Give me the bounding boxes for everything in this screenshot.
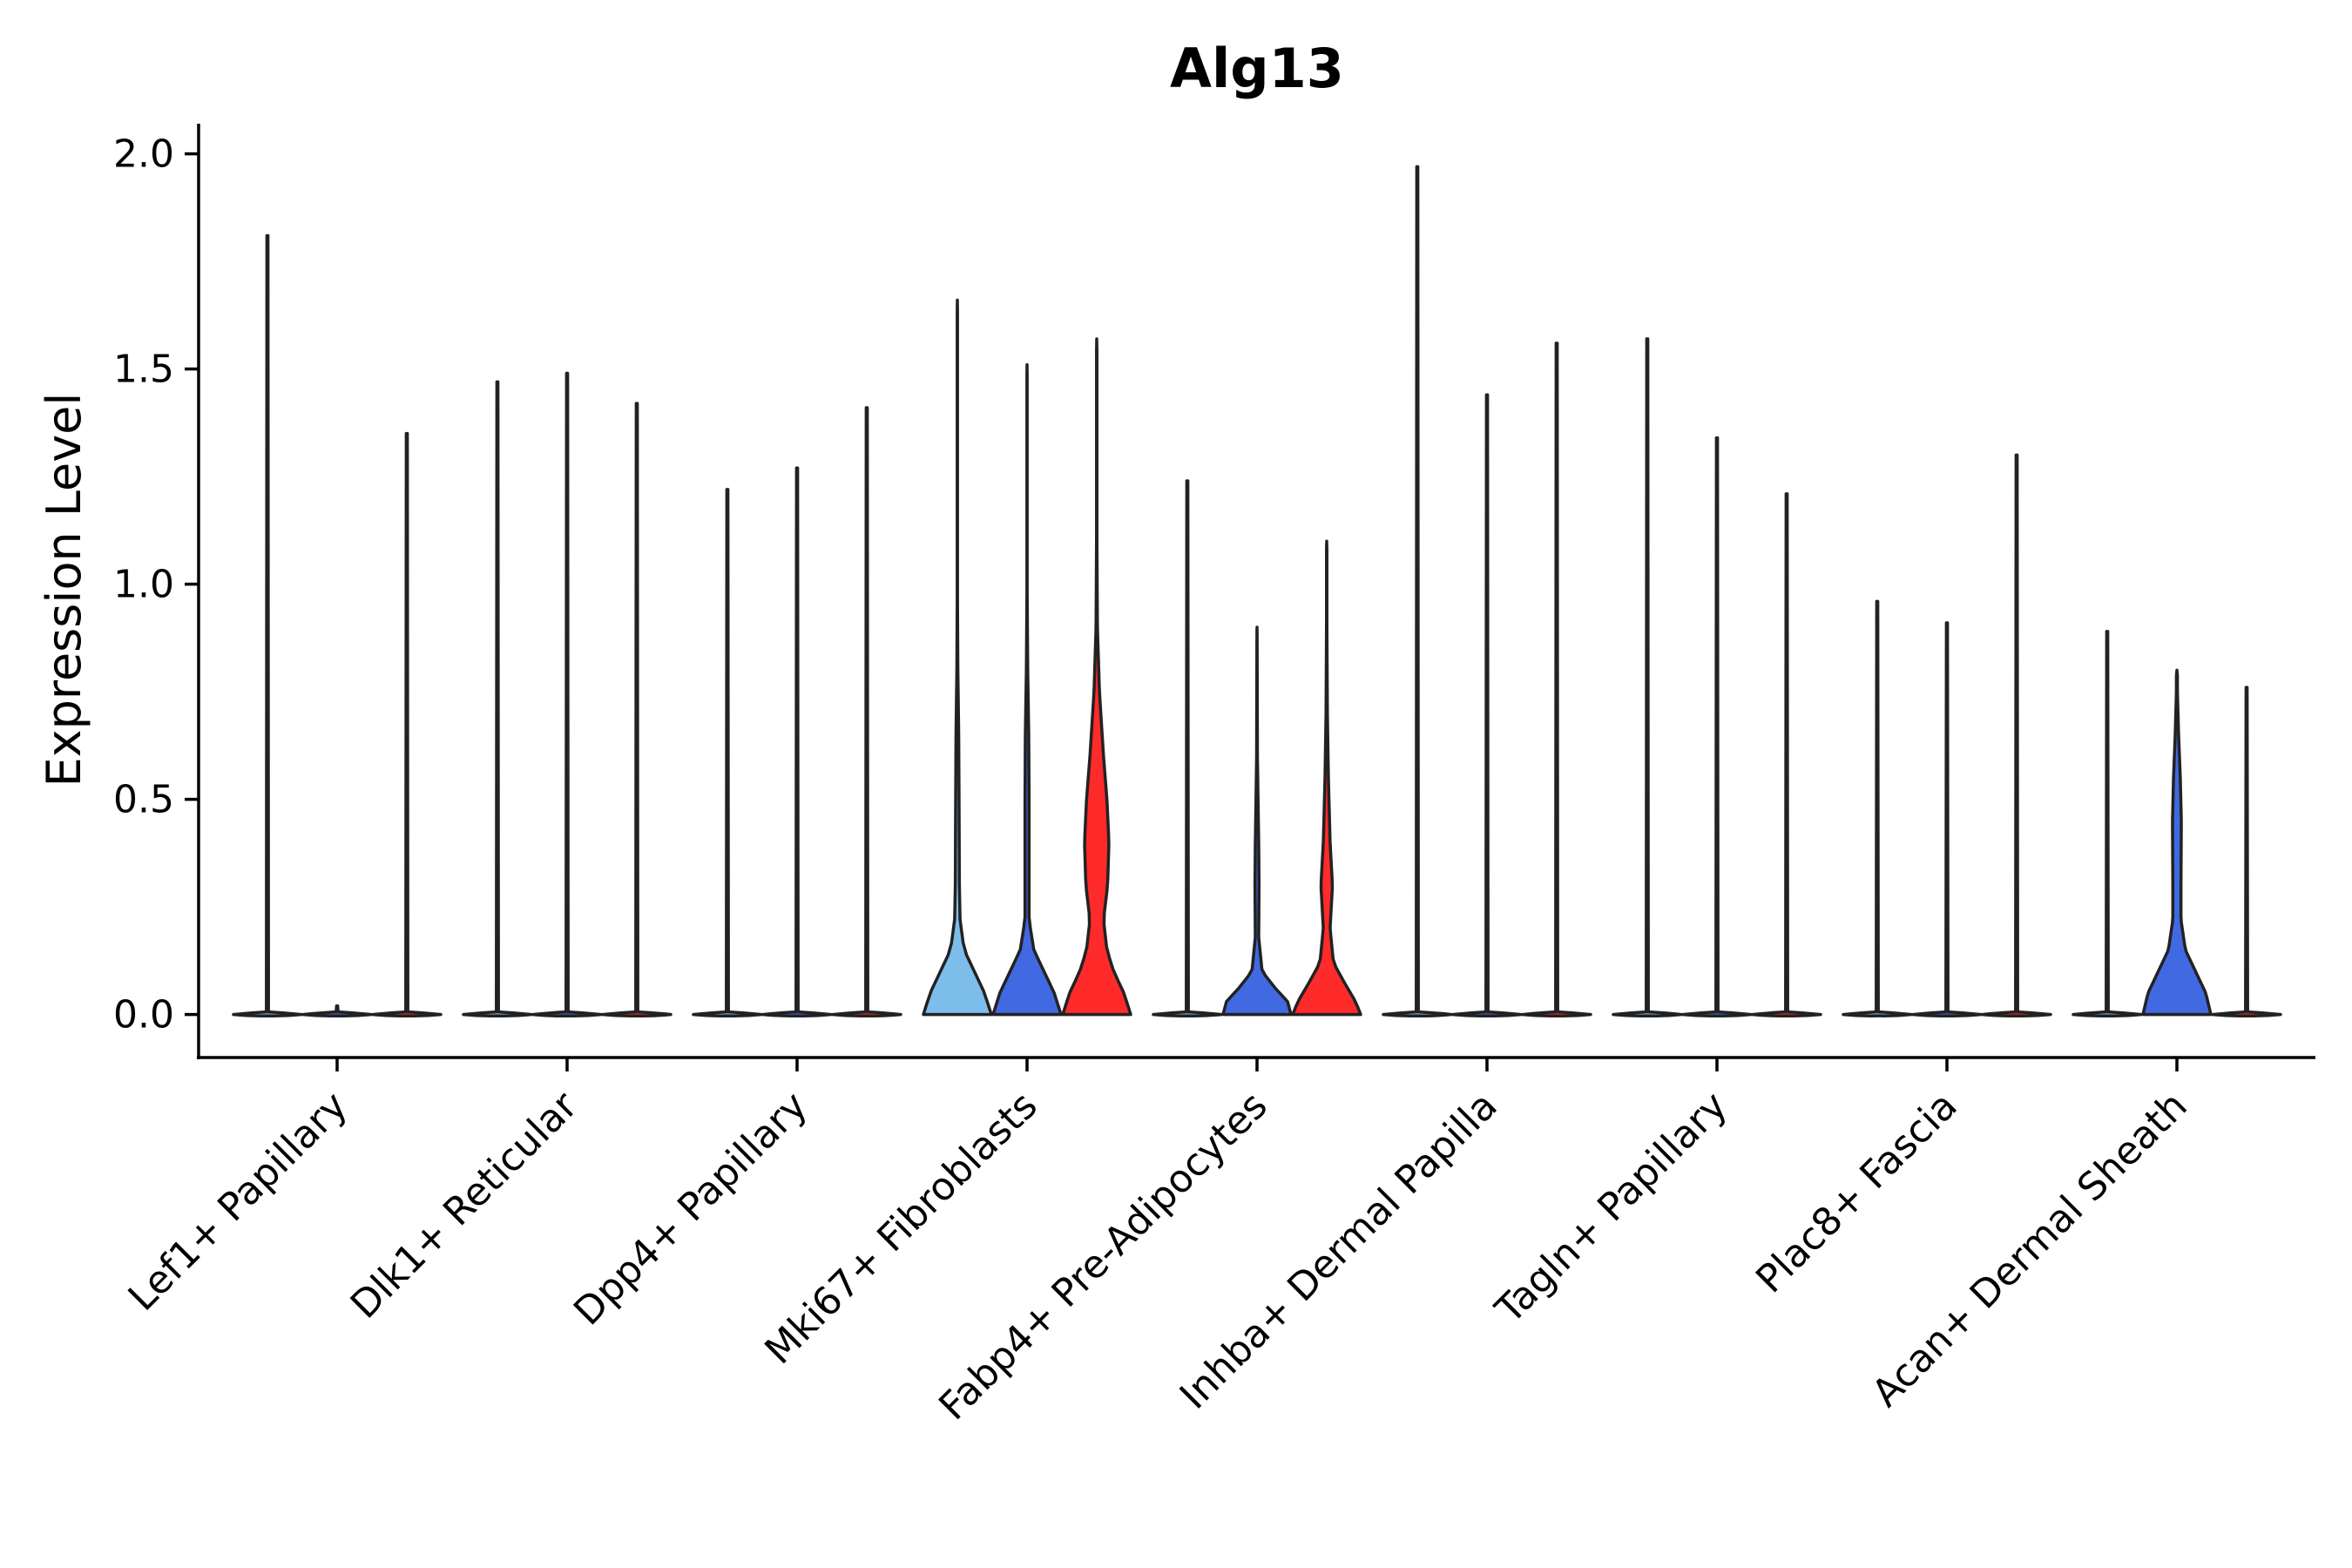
y-tick-label: 0.5: [113, 778, 174, 822]
violin-3: [601, 402, 672, 1017]
violin-1: [232, 233, 303, 1017]
violin-2: [531, 371, 603, 1017]
x-tick-label: Plac8+ Fascia: [1747, 1084, 1966, 1302]
violin-1: [692, 488, 763, 1017]
y-axis-label: Expression Level: [37, 393, 91, 787]
x-tick-label: Dpp4+ Papillary: [565, 1084, 816, 1335]
y-tick-label: 1.0: [113, 563, 174, 607]
violin-2: [301, 1004, 373, 1017]
violin-3: [1291, 539, 1362, 1017]
violin-2: [1221, 625, 1293, 1017]
x-tick-label: Lef1+ Papillary: [120, 1084, 356, 1320]
violin-2: [1911, 621, 1983, 1017]
violin-2: [2141, 668, 2213, 1017]
x-tick-label: Tagln+ Papillary: [1487, 1084, 1736, 1333]
violin-3: [1061, 337, 1132, 1017]
violin-1: [2072, 630, 2143, 1017]
y-tick-label: 0.0: [113, 993, 174, 1037]
violin-1: [1382, 165, 1453, 1017]
violin-1: [462, 380, 533, 1017]
violin-3: [1521, 341, 1592, 1017]
violin-2: [1451, 393, 1523, 1017]
violin-1: [922, 298, 993, 1017]
violin-2: [991, 362, 1063, 1017]
chart-title: Alg13: [1170, 37, 1344, 100]
y-tick-label: 1.5: [113, 348, 174, 392]
y-axis-ticks: 0.0 0.5 1.0 1.5 2.0: [113, 132, 199, 1037]
y-tick-label: 2.0: [113, 132, 174, 177]
violin-1: [1842, 599, 1913, 1017]
x-tick-label: Dlk1+ Reticular: [342, 1083, 587, 1328]
violin-3: [2211, 686, 2282, 1017]
violin-3: [1751, 492, 1822, 1017]
violin-1: [1152, 479, 1223, 1017]
violin-2: [761, 466, 833, 1017]
violin-layer: [232, 165, 2282, 1017]
violin-2: [1681, 436, 1753, 1017]
violin-1: [1612, 337, 1683, 1017]
violin-3: [371, 431, 443, 1017]
violin-3: [1981, 453, 2052, 1017]
violin-3: [831, 406, 902, 1017]
